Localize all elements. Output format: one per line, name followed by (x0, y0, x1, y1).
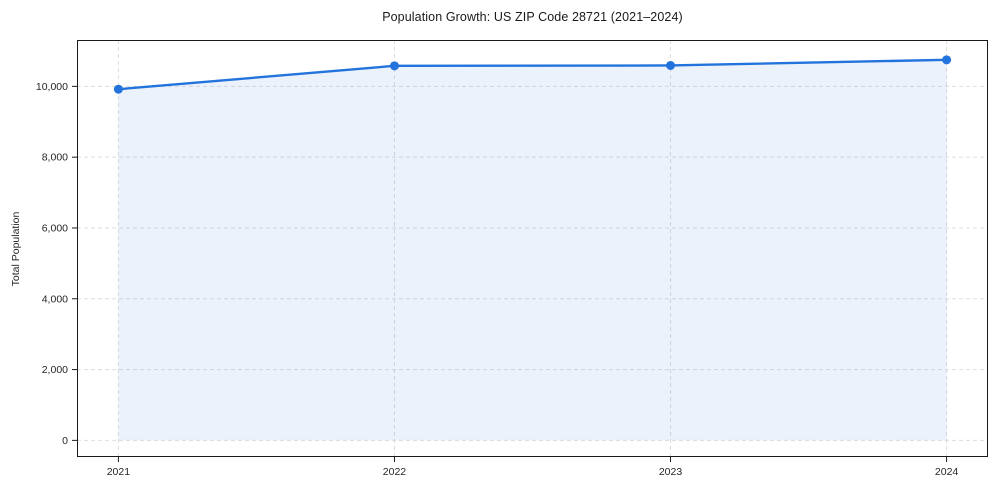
y-tick-label: 0 (62, 435, 68, 447)
area-fill (118, 59, 947, 441)
data-point-marker (666, 60, 676, 70)
data-point-marker (942, 55, 952, 65)
data-point-marker (389, 61, 399, 71)
line-chart-plot-area: 2021 2022 2023 2024 0 2,000 4,000 6,000 8,000 10,… (36, 40, 988, 478)
x-tick-label: 2022 (383, 466, 407, 478)
y-tick-label: 10,000 (36, 81, 68, 93)
x-tick-label: 2021 (107, 466, 131, 478)
x-tick-label: 2023 (659, 466, 683, 478)
x-tick-label: 2024 (935, 466, 959, 478)
y-axis-label: Total Population (10, 211, 22, 287)
plot-box-spine (77, 40, 988, 457)
y-tick-label: 6,000 (42, 222, 68, 234)
y-tick-label: 8,000 (42, 152, 68, 164)
y-tick-label: 4,000 (42, 293, 68, 305)
y-tick-label: 2,000 (42, 364, 68, 376)
chart-title: Population Growth: US ZIP Code 28721 (20… (382, 10, 683, 24)
data-line (117, 58, 948, 91)
data-point-marker (113, 84, 123, 94)
